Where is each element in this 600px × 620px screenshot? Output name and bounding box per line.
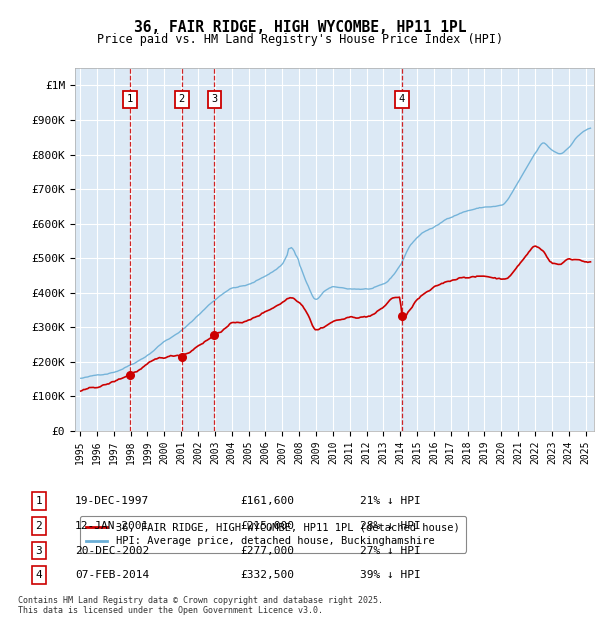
Text: 07-FEB-2014: 07-FEB-2014 [75,570,149,580]
Text: 27% ↓ HPI: 27% ↓ HPI [360,546,421,556]
Text: 3: 3 [35,546,43,556]
Text: £161,600: £161,600 [240,496,294,506]
Text: 21% ↓ HPI: 21% ↓ HPI [360,496,421,506]
Text: 1: 1 [127,94,133,104]
Text: 4: 4 [35,570,43,580]
Text: 20-DEC-2002: 20-DEC-2002 [75,546,149,556]
Text: 39% ↓ HPI: 39% ↓ HPI [360,570,421,580]
Legend: 36, FAIR RIDGE, HIGH WYCOMBE, HP11 1PL (detached house), HPI: Average price, det: 36, FAIR RIDGE, HIGH WYCOMBE, HP11 1PL (… [80,516,466,552]
Text: £332,500: £332,500 [240,570,294,580]
Text: 3: 3 [211,94,217,104]
Text: 2: 2 [35,521,43,531]
Text: 1: 1 [35,496,43,506]
Text: 2: 2 [179,94,185,104]
Text: Price paid vs. HM Land Registry's House Price Index (HPI): Price paid vs. HM Land Registry's House … [97,33,503,46]
Text: Contains HM Land Registry data © Crown copyright and database right 2025.
This d: Contains HM Land Registry data © Crown c… [18,596,383,615]
Text: 12-JAN-2001: 12-JAN-2001 [75,521,149,531]
Text: 4: 4 [399,94,405,104]
Text: £215,000: £215,000 [240,521,294,531]
Text: 28% ↓ HPI: 28% ↓ HPI [360,521,421,531]
Text: 36, FAIR RIDGE, HIGH WYCOMBE, HP11 1PL: 36, FAIR RIDGE, HIGH WYCOMBE, HP11 1PL [134,20,466,35]
Text: 19-DEC-1997: 19-DEC-1997 [75,496,149,506]
Text: £277,000: £277,000 [240,546,294,556]
